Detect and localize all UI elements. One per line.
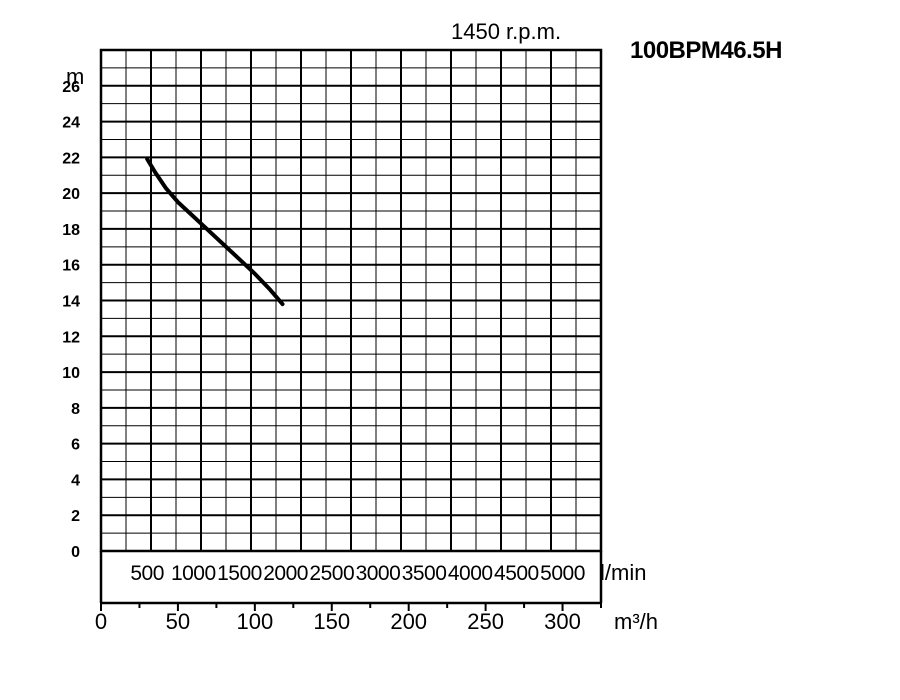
y-tick-label: 12 [62, 329, 80, 346]
curve-layer [145, 157, 285, 307]
m3h-tick-label: 50 [166, 609, 190, 634]
y-tick-label: 22 [62, 150, 80, 167]
m3h-tick-label: 300 [544, 609, 581, 634]
y-tick-label: 26 [62, 79, 80, 96]
lmin-tick-label: 3500 [402, 562, 447, 585]
pump-curve-line [145, 157, 285, 307]
lmin-tick-label: 4000 [448, 562, 493, 585]
m3h-tick-label: 100 [236, 609, 273, 634]
y-tick-label: 4 [71, 472, 80, 489]
lmin-tick-label: 2500 [309, 562, 354, 585]
y-tick-label: 18 [62, 222, 80, 239]
y-tick-label: 0 [71, 544, 80, 561]
m3h-tick-label: 150 [313, 609, 350, 634]
speed-label: 1450 r.p.m. [451, 19, 561, 44]
m3h-tick-label: 200 [390, 609, 427, 634]
plot-border [99, 48, 603, 553]
lmin-tick-label: 5000 [540, 562, 585, 585]
y-tick-label: 10 [62, 365, 80, 382]
x-axis-unit-lmin: l/min [600, 560, 646, 585]
y-tick-label: 24 [62, 115, 80, 132]
lmin-tick-label: 500 [130, 562, 164, 585]
y-axis-unit: m [66, 64, 84, 89]
lmin-tick-label: 1000 [171, 562, 216, 585]
chart-grid [100, 49, 602, 552]
y-tick-label: 6 [71, 437, 80, 454]
lmin-tick-label: 4500 [494, 562, 539, 585]
lmin-tick-label: 2000 [263, 562, 308, 585]
x-axis-unit-m3h: m³/h [614, 609, 658, 634]
y-tick-label: 8 [71, 401, 80, 418]
y-tick-label: 16 [62, 258, 80, 275]
y-tick-label: 2 [71, 508, 80, 525]
m3h-tick-label: 250 [467, 609, 504, 634]
y-tick-label: 20 [62, 186, 80, 203]
m3h-tick-label: 0 [95, 609, 107, 634]
lmin-tick-label: 1500 [217, 562, 262, 585]
model-title: 100BPM46.5H [630, 37, 782, 64]
y-tick-label: 14 [62, 294, 80, 311]
chart-frame [99, 48, 603, 611]
lmin-tick-label: 3000 [356, 562, 401, 585]
